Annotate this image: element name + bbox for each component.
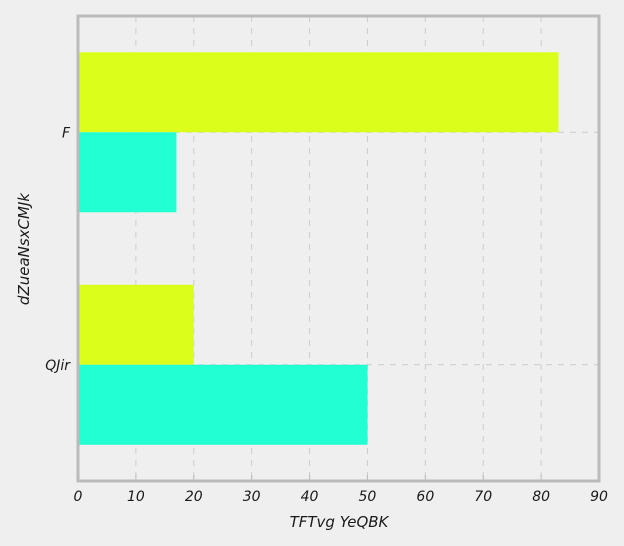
x-tick-label: 80 — [532, 489, 550, 505]
bars — [78, 52, 559, 445]
x-tick-label: 10 — [127, 489, 145, 505]
bar — [78, 364, 368, 445]
x-tick-label: 70 — [474, 489, 492, 505]
x-tick-label: 30 — [243, 489, 261, 505]
y-axis-label: dZueaNsxCMJk — [15, 192, 33, 305]
x-axis-label: TFTvg YeQBK — [290, 513, 390, 531]
x-tick-label: 50 — [359, 489, 377, 505]
x-tick-label: 60 — [416, 489, 434, 505]
bar — [78, 284, 194, 365]
x-axis-ticks: 0 10 20 30 40 50 60 70 80 90 — [74, 475, 608, 505]
y-tick-label: QJir — [45, 358, 71, 374]
plot-frame — [76, 14, 601, 483]
bar — [78, 52, 559, 133]
x-tick-label: 40 — [301, 489, 319, 505]
x-tick-label: 90 — [590, 489, 608, 505]
bar — [78, 132, 177, 213]
y-axis-ticks: F QJir — [45, 125, 71, 374]
y-tick-label: F — [62, 125, 71, 141]
x-tick-label: 20 — [185, 489, 203, 505]
x-tick-label: 0 — [74, 489, 83, 505]
